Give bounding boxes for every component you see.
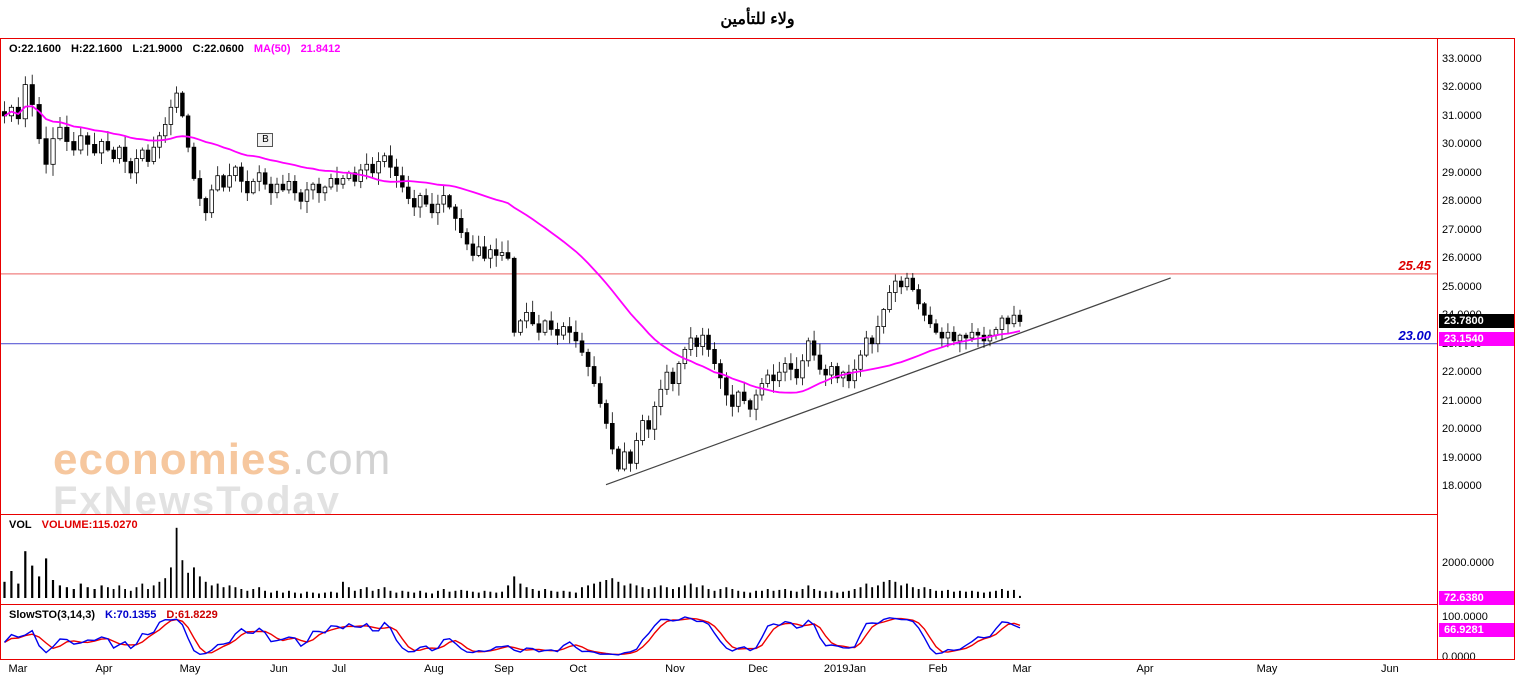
watermark-suffix: .com — [291, 435, 392, 484]
price-tick-label: 18.0000 — [1442, 480, 1482, 493]
page-title: ولاء للتأمين — [720, 11, 795, 28]
time-axis-label: Jul — [331, 663, 347, 675]
stochastic-name: SlowSTO(3,14,3) — [9, 609, 95, 621]
time-axis-label: Oct — [569, 663, 587, 675]
ma-price-badge: 23.1540 — [1439, 332, 1514, 347]
price-tick-label: 19.0000 — [1442, 451, 1482, 464]
candlestick-chart[interactable] — [1, 39, 1437, 515]
b-annotation-marker: B — [257, 133, 274, 148]
time-axis-label: Apr — [1136, 663, 1154, 675]
stochastic-panel[interactable]: SlowSTO(3,14,3) K:70.1355 D:61.8229 — [0, 605, 1437, 660]
low-value: L:21.9000 — [132, 43, 183, 55]
time-axis-label: Aug — [424, 663, 444, 675]
price-tick-label: 32.0000 — [1442, 81, 1482, 94]
time-axis-label: Feb — [928, 663, 948, 675]
price-tick-label: 20.0000 — [1442, 423, 1482, 436]
open-value: O:22.1600 — [9, 43, 61, 55]
watermark-brand: economies — [53, 435, 292, 484]
high-value: H:22.1600 — [70, 43, 123, 55]
price-tick-label: 27.0000 — [1442, 223, 1482, 236]
time-axis-label: Jun — [270, 663, 288, 675]
price-tick-label: 25.0000 — [1442, 280, 1482, 293]
watermark-line2: FxNewsToday — [53, 479, 341, 515]
price-tick-label: 21.0000 — [1442, 394, 1482, 407]
time-axis-label: May — [1256, 663, 1278, 675]
volume-header: VOL VOLUME:115.0270 — [9, 519, 148, 531]
time-axis-label: Apr — [95, 663, 113, 675]
resistance-level-label: 25.45 — [1398, 257, 1431, 273]
title-bar: ولاء للتأمين — [0, 0, 1515, 38]
time-axis-label: Nov — [665, 663, 685, 675]
time-axis-label: Sep — [494, 663, 514, 675]
price-tick-label: 29.0000 — [1442, 166, 1482, 179]
price-tick-label: 33.0000 — [1442, 52, 1482, 65]
stochastic-d-value: D:61.8229 — [166, 609, 218, 621]
time-axis-label: Dec — [748, 663, 768, 675]
price-tick-label: 22.0000 — [1442, 366, 1482, 379]
watermark: economies.com FxNewsToday — [53, 435, 391, 515]
volume-tick-label: 2000.0000 — [1442, 557, 1494, 569]
stochastic-header: SlowSTO(3,14,3) K:70.1355 D:61.8229 — [9, 609, 228, 621]
volume-indicator-name: VOL — [9, 519, 32, 531]
price-axis[interactable]: 23.7800 23.1540 72.6380 66.9281 33.0000 3… — [1437, 38, 1515, 660]
last-price-badge: 23.7800 — [1439, 314, 1514, 329]
ma-value: 21.8412 — [300, 43, 341, 55]
time-axis[interactable]: Mar Apr May Jun Jul Aug Sep Oct Nov Dec 2019Jan Feb… — [0, 660, 1437, 679]
stochastic-tick-label: 0.0000 — [1442, 651, 1476, 660]
price-panel[interactable]: economies.com FxNewsToday O:22.1600 H:22.… — [0, 38, 1437, 515]
volume-bars-chart[interactable] — [1, 515, 1437, 605]
support-level-label: 23.00 — [1398, 327, 1431, 343]
price-tick-label: 28.0000 — [1442, 195, 1482, 208]
stochastic-k-value: K:70.1355 — [105, 609, 157, 621]
time-axis-label: Mar — [8, 663, 28, 675]
stochastic-value-badge: 66.9281 — [1439, 623, 1514, 638]
ohlc-header: O:22.1600 H:22.1600 L:21.9000 C:22.0600 MA(5… — [9, 43, 350, 55]
watermark-line1: economies.com — [53, 435, 391, 485]
volume-panel[interactable]: VOL VOLUME:115.0270 — [0, 515, 1437, 605]
price-tick-label: 30.0000 — [1442, 138, 1482, 151]
volume-value-badge: 72.6380 — [1439, 590, 1514, 605]
time-axis-label: Jun — [1380, 663, 1399, 675]
stochastic-lines-chart[interactable] — [1, 605, 1437, 660]
price-tick-label: 31.0000 — [1442, 109, 1482, 122]
price-tick-label: 26.0000 — [1442, 252, 1482, 265]
volume-value: VOLUME:115.0270 — [41, 519, 138, 531]
close-value: C:22.0600 — [192, 43, 244, 55]
time-axis-label: Mar — [1012, 663, 1032, 675]
time-axis-label: May — [179, 663, 201, 675]
stochastic-tick-label: 100.0000 — [1442, 611, 1488, 623]
time-axis-label: 2019Jan — [823, 663, 867, 675]
ma-label: MA(50) — [253, 43, 291, 55]
